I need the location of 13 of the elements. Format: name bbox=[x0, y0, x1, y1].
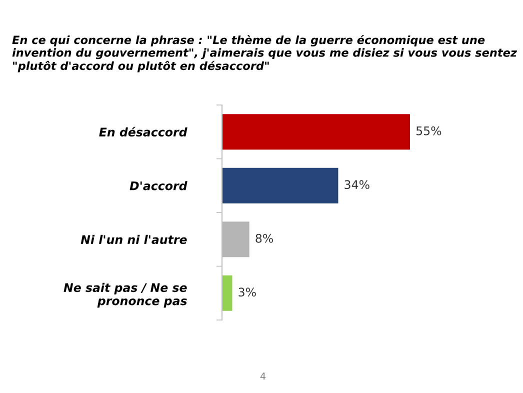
y-tick-label: D'accord bbox=[130, 181, 188, 190]
y-tick-label: En désaccord bbox=[99, 126, 188, 137]
data-label: 34% bbox=[344, 180, 370, 190]
y-tick-label: Ne sait pas / Ne se prononce pas bbox=[64, 282, 187, 308]
y-tick-label: Ni l'un ni l'autre bbox=[80, 234, 187, 244]
bar bbox=[222, 114, 410, 150]
bar bbox=[222, 275, 232, 311]
data-label: 3% bbox=[238, 288, 256, 297]
chart-title: En ce qui concerne la phrase : "Le thème de la guerre économique est une invention du gouvernement", j'aimerais que vous me disiez si vous vous sentez "plutôt d'accord ou plutôt en désaccord" bbox=[12, 35, 518, 72]
data-label: 55% bbox=[416, 126, 442, 136]
data-label: 8% bbox=[256, 234, 273, 243]
bar bbox=[222, 168, 338, 204]
text: 4 bbox=[260, 372, 266, 380]
